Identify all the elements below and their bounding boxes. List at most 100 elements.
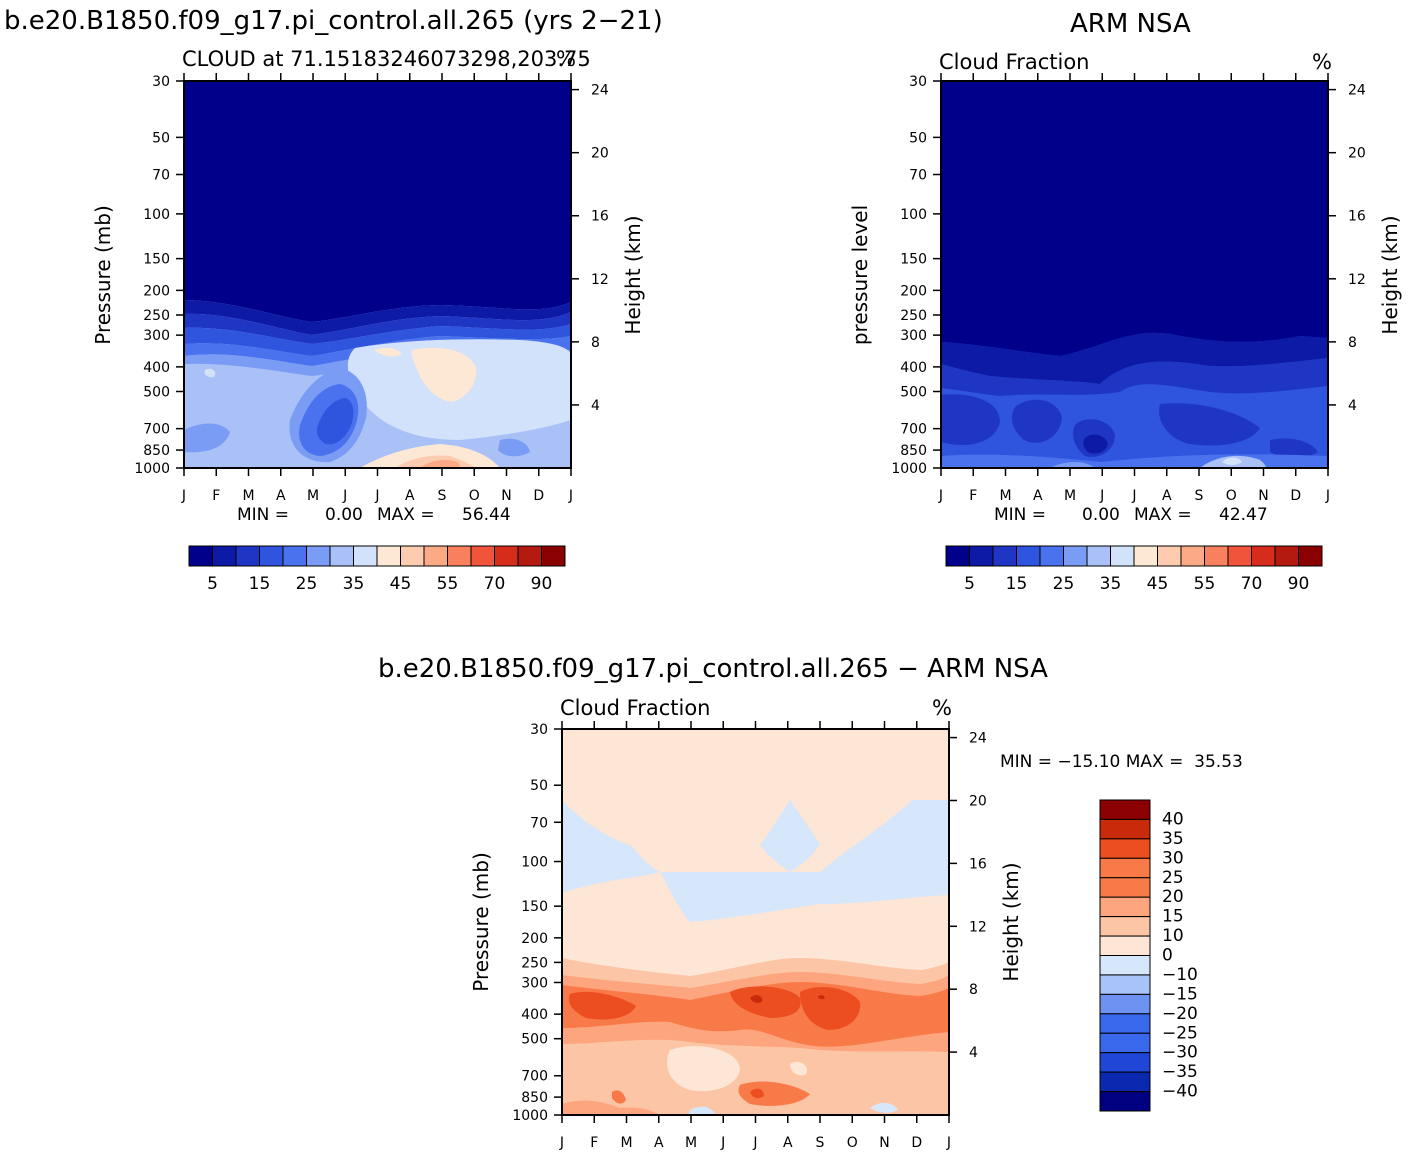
colorbar-label: 15	[1162, 907, 1184, 927]
colorbar-swatch	[1274, 545, 1299, 567]
y-tick-label: 500	[143, 385, 170, 401]
y-right-tick-label: 12	[591, 272, 609, 288]
panel-diff-subtitle: Cloud Fraction	[560, 696, 711, 720]
panel-model-min-label: MIN =	[237, 505, 289, 525]
colorbar-swatch	[1086, 545, 1111, 567]
panel-obs-min-value: 0.00	[1082, 505, 1120, 525]
x-tick-label: J	[181, 488, 186, 504]
x-tick-label: M	[242, 488, 254, 504]
colorbar-label: 15	[249, 574, 271, 594]
colorbar-label: 45	[1147, 574, 1169, 594]
y-right-tick-label: 4	[1348, 398, 1357, 414]
x-tick-label: M	[620, 1135, 632, 1151]
colorbar-swatch	[235, 545, 260, 567]
colorbar-label: 5	[207, 574, 218, 594]
y-right-tick-label: 16	[591, 209, 609, 225]
colorbar-label: −10	[1162, 965, 1198, 985]
y-tick-label: 100	[900, 207, 927, 223]
colorbar-swatch	[1099, 838, 1151, 859]
colorbar-label: −25	[1162, 1023, 1198, 1043]
y-tick-label: 700	[143, 422, 170, 438]
panel-model-title: b.e20.B1850.f09_g17.pi_control.all.265 (…	[4, 6, 663, 36]
colorbar-label: 55	[437, 574, 459, 594]
colorbar-swatch	[188, 545, 213, 567]
panel-obs-max-value: 42.47	[1219, 505, 1268, 525]
x-tick-label: A	[1162, 488, 1172, 504]
colorbar-swatch	[1099, 1013, 1151, 1034]
y-tick-label: 300	[521, 975, 548, 991]
y-tick-label: 30	[909, 74, 927, 90]
y-right-tick-label: 8	[591, 335, 600, 351]
y-tick-label: 200	[143, 283, 170, 299]
panel-model-min-value: 0.00	[325, 505, 363, 525]
x-tick-label: M	[307, 488, 319, 504]
x-tick-label: S	[816, 1135, 825, 1151]
y-tick-label: 400	[900, 360, 927, 376]
y-tick-label: 70	[909, 168, 927, 184]
x-tick-label: N	[879, 1135, 889, 1151]
y-tick-label: 50	[152, 130, 170, 146]
y-right-tick-label: 12	[1348, 272, 1366, 288]
y-right-tick-label: 24	[591, 83, 609, 99]
colorbar-label: 30	[1162, 848, 1184, 868]
colorbar-swatch	[353, 545, 378, 567]
y-tick-label: 850	[521, 1090, 548, 1106]
x-tick-label: F	[590, 1135, 598, 1151]
colorbar-swatch	[945, 545, 970, 567]
y-tick-label: 150	[143, 252, 170, 268]
colorbar-label: 90	[531, 574, 553, 594]
y-tick-label: 250	[521, 955, 548, 971]
x-tick-label: J	[1131, 488, 1136, 504]
y-right-tick-label: 8	[1348, 335, 1357, 351]
colorbar-swatch	[1099, 1091, 1151, 1112]
colorbar-label: 0	[1162, 946, 1173, 966]
colorbar-swatch	[470, 545, 495, 567]
colorbar-swatch	[447, 545, 472, 567]
y-tick-label: 850	[900, 443, 927, 459]
y-right-tick-label: 16	[1348, 209, 1366, 225]
panel-model-subtitle: CLOUD at 71.15183246073298,203.75	[182, 47, 591, 71]
panel-diff-units: %	[932, 696, 952, 720]
colorbar-swatch	[1099, 818, 1151, 840]
y-tick-label: 100	[143, 207, 170, 223]
panel-model: b.e20.B1850.f09_g17.pi_control.all.265 (…	[4, 6, 663, 594]
y-right-tick-label: 20	[1348, 146, 1366, 162]
y-tick-label: 50	[530, 778, 548, 794]
y-right-tick-label: 8	[969, 982, 978, 998]
x-tick-label: J	[1325, 488, 1330, 504]
x-tick-label: J	[559, 1135, 564, 1151]
panel-diff-min-max: MIN = −15.10 MAX = 35.53	[1000, 752, 1243, 772]
y-tick-label: 300	[900, 328, 927, 344]
colorbar-swatch	[992, 545, 1017, 567]
colorbar-label: −20	[1162, 1004, 1198, 1024]
y-tick-label: 500	[521, 1032, 548, 1048]
colorbar-swatch	[1099, 935, 1151, 956]
panel-model-ylabel: Pressure (mb)	[91, 205, 115, 345]
y-tick-label: 1000	[891, 461, 927, 477]
x-tick-label: O	[469, 488, 480, 504]
colorbar-swatch	[1016, 545, 1041, 567]
colorbar-swatch	[1099, 857, 1151, 879]
y-tick-label: 250	[143, 308, 170, 324]
y-right-tick-label: 16	[969, 856, 987, 872]
x-tick-label: N	[1258, 488, 1268, 504]
y-tick-label: 50	[909, 130, 927, 146]
y-tick-label: 100	[521, 855, 548, 871]
panel-model-colorbar: 5 15 25 35 45 55 70 90	[188, 545, 566, 594]
panel-diff: b.e20.B1850.f09_g17.pi_control.all.265 −…	[378, 654, 1243, 1151]
colorbar-swatch	[1251, 545, 1276, 567]
colorbar-swatch	[1099, 877, 1151, 898]
panel-diff-field	[562, 729, 949, 1115]
x-tick-label: J	[946, 1135, 951, 1151]
colorbar-label: 45	[390, 574, 412, 594]
colorbar-swatch	[1099, 799, 1151, 820]
panel-diff-ylabel-right: Height (km)	[999, 862, 1023, 981]
y-tick-label: 70	[530, 815, 548, 831]
x-tick-label: N	[501, 488, 511, 504]
colorbar-swatch	[1099, 993, 1151, 1015]
y-tick-label: 150	[900, 252, 927, 268]
colorbar-swatch	[541, 545, 566, 567]
panel-diff-ylabel: Pressure (mb)	[469, 852, 493, 992]
y-tick-label: 150	[521, 899, 548, 915]
